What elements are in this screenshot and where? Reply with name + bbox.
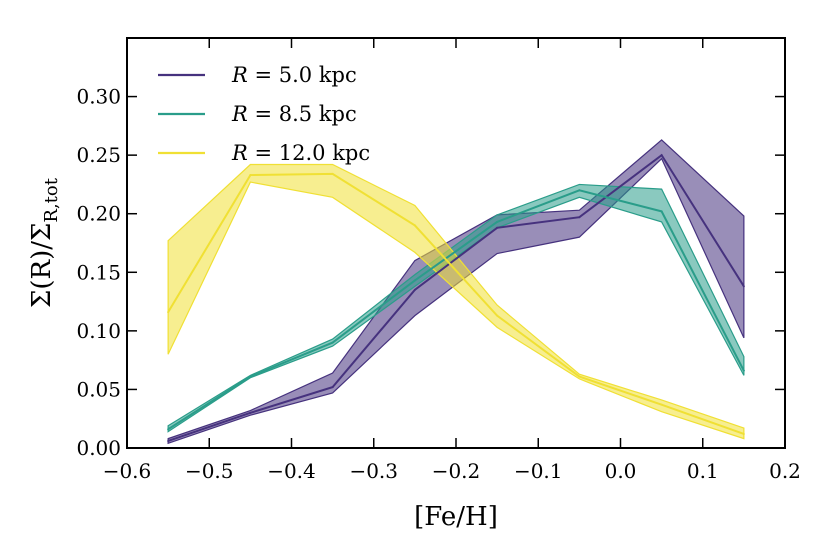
legend: R = 5.0 kpc R = 8.5 kpc R = 12.0 kpc: [158, 63, 370, 165]
point-r-5-0-kpc-0: [167, 439, 170, 442]
point-r-8-5-kpc-4: [496, 220, 499, 223]
x-tick-label-4: −0.2: [432, 459, 481, 483]
x-tick-labels: −0.6 −0.5 −0.4 −0.3 −0.2 −0.1 0.0 0.1 0.2: [103, 459, 801, 483]
point-r-8-5-kpc-5: [578, 189, 581, 192]
x-tick-label-0: −0.6: [103, 459, 152, 483]
x-tick-label-2: −0.4: [267, 459, 316, 483]
y-tick-label-0: 0.00: [76, 436, 121, 460]
y-axis-label-subscript: R,tot: [41, 177, 62, 222]
point-r-5-0-kpc-7: [742, 285, 745, 288]
x-tick-label-3: −0.3: [349, 459, 398, 483]
axis-ticks: [126, 38, 786, 449]
point-r-12-0-kpc-2: [331, 172, 334, 175]
y-tick-label-1: 0.05: [76, 377, 121, 401]
y-tick-labels: 0.00 0.05 0.10 0.15 0.20 0.25 0.30: [76, 85, 121, 460]
point-r-8-5-kpc-6: [660, 210, 663, 213]
x-tick-label-6: 0.0: [605, 459, 637, 483]
band-r-12-0-kpc: [167, 163, 745, 440]
point-r-8-5-kpc-7: [742, 369, 745, 372]
band-r-8-5-kpc: [167, 183, 745, 433]
legend-label-r-12-0-kpc: R = 12.0 kpc: [231, 141, 370, 165]
point-r-5-0-kpc-3: [413, 288, 416, 291]
y-axis-label-main: Σ(R)/Σ: [27, 223, 57, 308]
point-r-12-0-kpc-3: [413, 224, 416, 227]
point-r-8-5-kpc-1: [249, 375, 252, 378]
point-r-12-0-kpc-0: [167, 311, 170, 314]
point-r-5-0-kpc-6: [660, 154, 663, 157]
point-r-5-0-kpc-2: [331, 386, 334, 389]
point-r-5-0-kpc-5: [578, 216, 581, 219]
x-tick-label-5: −0.1: [514, 459, 563, 483]
point-r-8-5-kpc-2: [331, 341, 334, 344]
point-r-5-0-kpc-1: [249, 411, 252, 414]
x-axis-label: [Fe/H]: [414, 502, 498, 532]
legend-label-r-8-5-kpc: R = 8.5 kpc: [231, 102, 357, 126]
point-r-8-5-kpc-0: [167, 428, 170, 431]
line-r-8-5-kpc: [167, 189, 745, 431]
y-axis-label: Σ(R)/ΣR,tot: [27, 177, 62, 308]
y-tick-label-2: 0.10: [76, 319, 121, 343]
y-tick-label-4: 0.20: [76, 202, 121, 226]
point-r-12-0-kpc-7: [742, 432, 745, 435]
series-lines: [167, 153, 745, 442]
y-tick-label-5: 0.25: [76, 143, 121, 167]
point-r-8-5-kpc-3: [413, 279, 416, 282]
x-tick-label-7: 0.1: [687, 459, 719, 483]
line-r-5-0-kpc: [167, 153, 745, 442]
point-r-12-0-kpc-6: [660, 403, 663, 406]
point-r-12-0-kpc-1: [249, 174, 252, 177]
uncertainty-bands: [167, 139, 745, 445]
y-tick-label-3: 0.15: [76, 260, 121, 284]
legend-label-r-5-0-kpc: R = 5.0 kpc: [231, 63, 357, 87]
point-r-5-0-kpc-4: [496, 226, 499, 229]
band-r-5-0-kpc: [167, 139, 745, 445]
x-tick-label-1: −0.5: [185, 459, 234, 483]
point-r-12-0-kpc-5: [578, 375, 581, 378]
y-tick-label-6: 0.30: [76, 85, 121, 109]
x-tick-label-8: 0.2: [769, 459, 801, 483]
line-r-12-0-kpc: [167, 172, 745, 435]
point-r-12-0-kpc-4: [496, 314, 499, 317]
